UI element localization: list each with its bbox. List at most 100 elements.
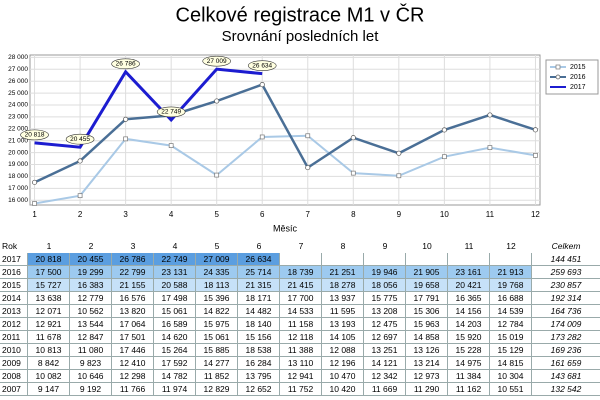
data-label-bubble (202, 55, 231, 67)
table-cell: 26 634 (238, 253, 280, 266)
table-cell: 19 768 (490, 279, 532, 292)
data-label: 27 009 (207, 58, 227, 65)
table-cell: 173 282 (532, 331, 600, 344)
table-cell: 10 420 (322, 383, 364, 396)
point (305, 133, 311, 139)
chart-subtitle: Srovnání posledních let (222, 28, 380, 45)
table-cell: 10 082 (28, 370, 70, 383)
header-cell: 7 (298, 241, 304, 251)
table-cell: 18 171 (238, 292, 280, 305)
point (350, 170, 356, 176)
table-cell: 13 820 (112, 305, 154, 318)
point (396, 150, 402, 156)
y-tick-label: 16 000 (8, 197, 28, 204)
chart: Celkové registrace M1 v ČR Srovnání posl… (8, 3, 599, 233)
point (77, 158, 83, 164)
table-cell: 12 071 (28, 305, 70, 318)
header-cell: 2 (88, 241, 94, 251)
header-cell: 4 (172, 241, 178, 251)
table-cell: 15 306 (406, 305, 448, 318)
point (350, 135, 356, 141)
table-cell: 12 410 (112, 357, 154, 370)
y-tick-label: 21 000 (8, 137, 28, 144)
table-cell: 15 885 (196, 344, 238, 357)
table-cell: 15 228 (448, 344, 490, 357)
table-cell: 13 208 (364, 305, 406, 318)
legend-label: 2016 (570, 74, 586, 81)
table-cell: 14 539 (490, 305, 532, 318)
point (487, 112, 493, 118)
table-cell: 14 482 (238, 305, 280, 318)
table-cell: 12 921 (28, 318, 70, 331)
table-cell: 17 500 (28, 266, 70, 279)
x-tick-label: 2 (78, 210, 83, 219)
legend-label: 2017 (570, 84, 586, 91)
table-cell: 18 538 (238, 344, 280, 357)
point (77, 193, 83, 199)
table-cell: 16 365 (448, 292, 490, 305)
legend-label: 2015 (570, 64, 586, 71)
table-cell: 13 638 (28, 292, 70, 305)
table-cell: 12 973 (406, 370, 448, 383)
table-cell: 10 304 (490, 370, 532, 383)
table-cell: 13 937 (322, 292, 364, 305)
table-cell: 230 857 (532, 279, 600, 292)
point (442, 154, 447, 160)
table-cell: 15 975 (196, 318, 238, 331)
table-cell: 2015 (0, 279, 28, 292)
table-cell: 19 658 (406, 279, 448, 292)
data-label-bubble (111, 58, 140, 70)
table-cell: 22 799 (112, 266, 154, 279)
header-cell: 11 (464, 241, 474, 251)
x-tick-label: 8 (351, 210, 356, 219)
table-cell: 11 766 (112, 383, 154, 396)
header-cell: 8 (340, 241, 346, 251)
data-label-bubble (247, 60, 277, 71)
plot-area (29, 54, 541, 206)
table-cell: 12 342 (364, 370, 406, 383)
y-tick-label: 17 000 (8, 185, 28, 192)
table-cell: 16 576 (112, 292, 154, 305)
table-cell: 12 779 (70, 292, 112, 305)
header-cell: 3 (130, 241, 136, 251)
table-cell: 11 162 (448, 383, 490, 396)
table-cell: 15 920 (448, 331, 490, 344)
table-cell: 15 129 (490, 344, 532, 357)
table-cell: 14 121 (364, 357, 406, 370)
table-cell: 16 383 (70, 279, 112, 292)
table-cell: 12 196 (322, 357, 364, 370)
table-row: 2011 11 678 12 847 17 501 14 620 15 061 15 156… (0, 331, 600, 344)
data-label-bubble (156, 106, 186, 118)
table-cell: 21 415 (280, 279, 322, 292)
table-cell: 2014 (0, 292, 28, 305)
table-cell: 13 110 (280, 357, 322, 370)
table-cell: 17 446 (112, 344, 154, 357)
point (168, 143, 174, 148)
point (441, 127, 447, 133)
x-axis-label: Měsíc (273, 223, 298, 233)
x-tick-label: 4 (169, 210, 174, 219)
table-cell: 14 533 (280, 305, 322, 318)
table-cell: 17 498 (154, 292, 196, 305)
point (214, 98, 220, 104)
table-row: 2008 10 082 10 646 12 298 14 782 11 852 13 795… (0, 370, 600, 383)
point (32, 201, 37, 206)
table-cell: 18 113 (196, 279, 238, 292)
table-cell: 15 396 (196, 292, 238, 305)
table-cell: 16 284 (238, 357, 280, 370)
table-cell: 15 061 (196, 331, 238, 344)
table-cell: 12 829 (196, 383, 238, 396)
table-cell: 11 752 (280, 383, 322, 396)
data-label: 26 786 (116, 61, 136, 68)
legend-marker (555, 74, 561, 80)
table-cell: 11 080 (70, 344, 112, 357)
x-tick-label: 9 (397, 210, 402, 219)
table-cell: 12 847 (70, 331, 112, 344)
table-cell: 13 795 (238, 370, 280, 383)
header-cell: Rok (2, 241, 18, 251)
table-cell: 12 298 (112, 370, 154, 383)
table-cell: 16 688 (490, 292, 532, 305)
table-cell: 11 158 (280, 318, 322, 331)
table-cell: 17 791 (406, 292, 448, 305)
table-cell: 15 156 (238, 331, 280, 344)
